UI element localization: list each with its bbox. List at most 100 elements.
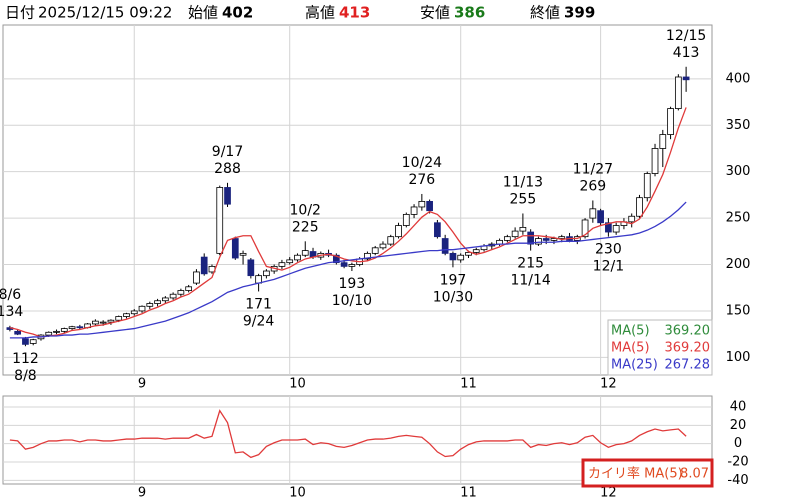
candle-body xyxy=(348,264,356,267)
y-tick-label: 40 xyxy=(730,400,747,415)
legend-name: MA(5) xyxy=(611,341,650,356)
candle-body xyxy=(107,319,115,323)
candle-body xyxy=(581,219,589,238)
candle-body xyxy=(441,238,449,254)
field-label: 高値 xyxy=(305,4,335,22)
deviation-line xyxy=(9,409,687,459)
candle-body xyxy=(597,210,604,224)
candle-body xyxy=(589,208,597,219)
candle-body xyxy=(340,262,348,267)
ma-line xyxy=(9,201,687,339)
candle-body xyxy=(29,339,37,344)
candle-body xyxy=(169,293,177,299)
field-label: 安値 xyxy=(420,4,450,22)
candle-body xyxy=(364,252,371,260)
candle-body xyxy=(239,252,247,256)
low-value-label: 230 xyxy=(595,242,622,258)
x-tick-label: 11 xyxy=(460,377,477,392)
low-value-label: 197 xyxy=(440,272,467,288)
candle-body xyxy=(99,321,107,324)
candle-body xyxy=(301,250,309,256)
low-value-label: 171 xyxy=(245,296,272,312)
field-value: 386 xyxy=(454,4,485,22)
high-value-label: 225 xyxy=(292,219,319,235)
candle-body xyxy=(535,238,542,245)
candle-body xyxy=(130,310,138,315)
candle-body xyxy=(22,338,29,345)
candle-body xyxy=(457,254,465,261)
candle-body xyxy=(667,108,674,135)
high-value-label: 276 xyxy=(408,172,435,188)
candle-body xyxy=(651,148,659,174)
plot-frame xyxy=(2,395,713,485)
candle-body xyxy=(472,249,480,253)
y-tick-label: 200 xyxy=(726,257,751,272)
y-tick-label: 100 xyxy=(726,350,751,365)
y-tick-label: 20 xyxy=(730,418,747,433)
candle-body xyxy=(449,252,457,261)
candle-body xyxy=(294,254,301,261)
x-tick-label: 10 xyxy=(289,377,306,392)
field-value: 413 xyxy=(339,4,370,22)
candle-body xyxy=(115,316,123,321)
field-label: 始値 xyxy=(188,4,218,22)
high-date-label: 11/13 xyxy=(503,174,543,190)
candle-body xyxy=(161,297,169,302)
candle-body xyxy=(527,231,535,245)
candle-body xyxy=(605,222,612,233)
y-tick-label: 0 xyxy=(734,436,742,451)
candle-body xyxy=(332,254,340,264)
legend-box xyxy=(607,319,713,376)
x-tick-label: 11 xyxy=(460,486,477,498)
candle-body xyxy=(395,225,402,238)
y-tick-label: -40 xyxy=(727,473,748,488)
candle-body xyxy=(558,236,566,239)
candle-body xyxy=(418,200,426,208)
low-date-label: 12/1 xyxy=(593,259,624,275)
candle-body xyxy=(200,256,208,275)
low-value-label: 112 xyxy=(12,351,39,367)
high-date-label: 9/17 xyxy=(212,144,243,160)
plot-frame xyxy=(2,24,713,376)
candle-body xyxy=(154,300,161,304)
low-date-label: 11/14 xyxy=(510,273,550,289)
y-tick-label: 150 xyxy=(726,303,751,318)
low-date-label: 9/24 xyxy=(243,313,275,329)
high-date-label: 11/27 xyxy=(573,161,613,177)
candle-body xyxy=(216,187,224,254)
candle-body xyxy=(247,259,255,277)
candle-body xyxy=(465,252,472,256)
legend-name: MA(5) xyxy=(611,324,650,339)
candle-body xyxy=(60,328,68,332)
candle-body xyxy=(511,230,519,238)
candle-body xyxy=(123,313,130,317)
legend-name: MA(25) xyxy=(611,358,658,373)
legend-box xyxy=(581,458,714,488)
candle-body xyxy=(402,213,410,226)
y-tick-label: 400 xyxy=(726,71,751,86)
candle-body xyxy=(224,187,231,205)
high-date-label: 10/2 xyxy=(290,202,321,218)
candle-body xyxy=(434,222,441,238)
candle-body xyxy=(674,76,682,109)
candle-body xyxy=(263,270,270,277)
datetime: 2025/12/15 09:22 xyxy=(38,4,172,22)
high-date-label: 8/6 xyxy=(0,287,21,303)
candle-body xyxy=(193,271,200,284)
low-value-label: 215 xyxy=(517,256,544,272)
y-tick-label: 250 xyxy=(726,211,751,226)
candle-body xyxy=(550,238,558,241)
x-tick-label: 10 xyxy=(289,486,306,498)
candle-body xyxy=(542,238,550,241)
candle-body xyxy=(659,134,667,149)
low-date-label: 10/10 xyxy=(332,293,372,309)
candle-body xyxy=(138,305,146,312)
legend-value: 8.07 xyxy=(680,467,709,482)
high-value-label: 288 xyxy=(214,161,241,177)
x-tick-label: 12 xyxy=(600,486,617,498)
x-tick-label: 12 xyxy=(600,377,617,392)
high-value-label: 413 xyxy=(673,45,700,61)
low-date-label: 10/30 xyxy=(433,289,473,305)
candle-body xyxy=(76,326,84,329)
candle-body xyxy=(503,236,511,241)
